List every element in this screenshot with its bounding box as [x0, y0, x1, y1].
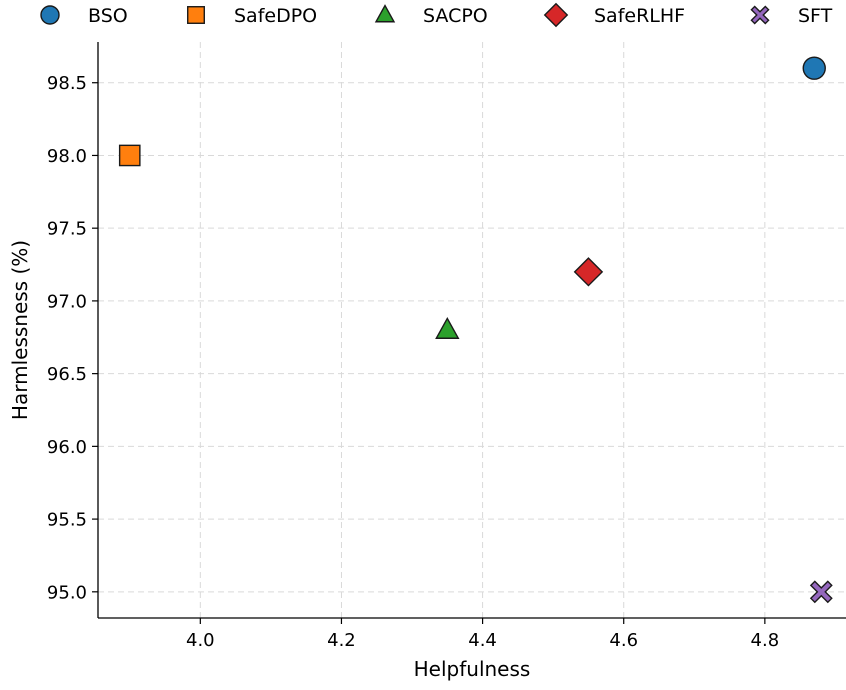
legend-label-safedpo: SafeDPO: [234, 5, 317, 27]
x-tick-label: 4.6: [609, 630, 638, 651]
legend-label-sft: SFT: [798, 5, 833, 27]
x-tick-label: 4.4: [468, 630, 497, 651]
x-tick-label: 4.2: [327, 630, 356, 651]
y-axis-ticks: 95.0 95.5 96.0 96.5 97.0 97.5 98.0 98.5: [47, 73, 98, 603]
point-safedpo: [118, 144, 141, 167]
point-saferlhf: [573, 257, 604, 287]
x-tick-label: 4.0: [186, 630, 215, 651]
y-tick-label: 96.0: [47, 437, 87, 458]
y-tick-label: 95.0: [47, 582, 87, 603]
x-axis-ticks: 4.0 4.2 4.4 4.6 4.8: [186, 618, 779, 651]
y-axis-label: Harmlessness (%): [8, 240, 32, 420]
legend-item-sft: SFT: [750, 5, 833, 27]
legend-marker-safedpo: [187, 6, 205, 24]
point-sacpo: [435, 317, 460, 339]
grid: [98, 42, 846, 618]
y-tick-label: 98.5: [47, 73, 87, 94]
legend-marker-bso: [40, 5, 60, 25]
legend-item-bso: BSO: [40, 5, 128, 27]
data-points: [118, 56, 833, 604]
legend-item-sacpo: SACPO: [374, 4, 488, 27]
point-sft: [809, 580, 833, 604]
legend-item-saferlhf: SafeRLHF: [543, 2, 685, 28]
legend-label-sacpo: SACPO: [423, 5, 488, 27]
legend-marker-saferlhf: [543, 2, 569, 28]
legend-label-saferlhf: SafeRLHF: [594, 5, 685, 27]
y-tick-label: 98.0: [47, 146, 87, 167]
legend-marker-sacpo: [374, 4, 396, 23]
point-bso: [802, 56, 826, 80]
legend: BSO SafeDPO SACPO SafeRLHF SFT: [40, 2, 833, 28]
y-tick-label: 95.5: [47, 510, 87, 531]
y-tick-label: 97.0: [47, 291, 87, 312]
x-tick-label: 4.8: [751, 630, 780, 651]
y-tick-label: 97.5: [47, 219, 87, 240]
legend-item-safedpo: SafeDPO: [187, 5, 317, 27]
axes: [97, 42, 846, 619]
y-tick-label: 96.5: [47, 364, 87, 385]
legend-label-bso: BSO: [88, 5, 128, 27]
x-axis-label: Helpfulness: [414, 657, 531, 681]
legend-marker-sft: [750, 5, 770, 25]
